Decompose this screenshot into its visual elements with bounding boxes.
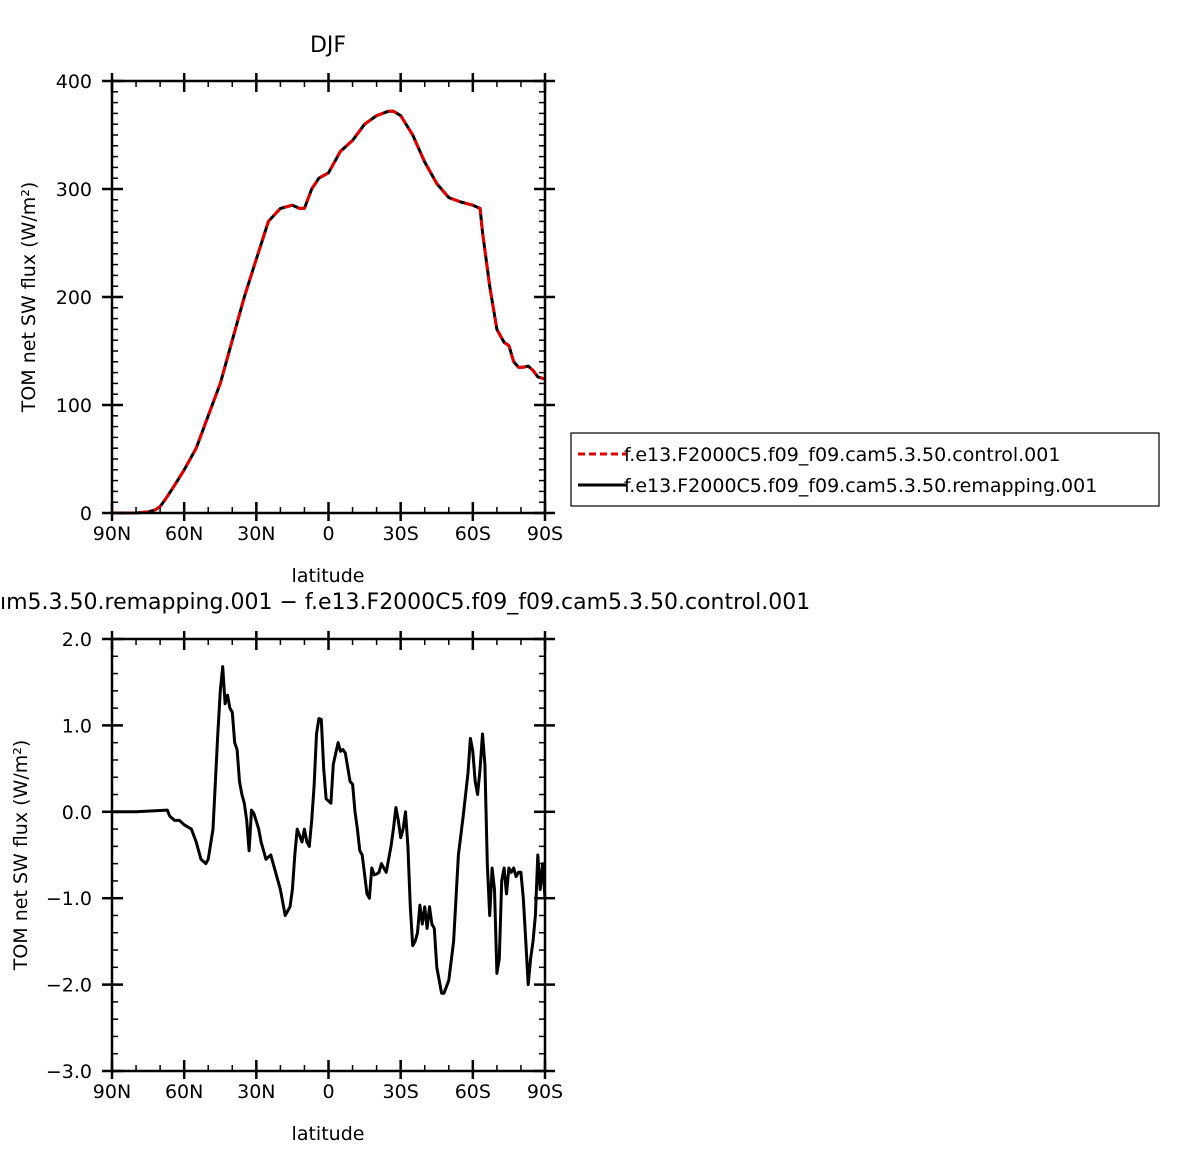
bottom-panel: ım5.3.50.remapping.001 − f.e13.F2000C5.f… (0, 590, 810, 1145)
legend-label-control: f.e13.F2000C5.f09_f09.cam5.3.50.control.… (624, 444, 1060, 466)
x-tick-label: 60N (165, 523, 203, 545)
bottom-axis-ticks: 90N 60N 30N 0 30S 60S 90S 2.0 1.0 0.0 −1.0 −2.0 −3.0 (46, 629, 563, 1103)
top-panel: DJF 90N 60N 30N 0 30S 60S 90S 0 100 200 300 400 lat… (18, 33, 563, 587)
x-tick-label: 90N (93, 523, 131, 545)
bottom-panel-title: ım5.3.50.remapping.001 − f.e13.F2000C5.f… (0, 590, 810, 615)
x-tick-label: 60N (165, 1081, 203, 1103)
bottom-series-lines (112, 665, 547, 995)
y-tick-label: 1.0 (62, 715, 92, 737)
legend-box (570, 432, 1160, 507)
x-tick-label: 60S (455, 1081, 491, 1103)
x-tick-label: 90S (527, 523, 563, 545)
top-axis-ticks: 90N 60N 30N 0 30S 60S 90S 0 100 200 300 400 (56, 71, 563, 545)
y-tick-label: 200 (56, 287, 92, 309)
bottom-plot-frame (110, 637, 547, 1073)
x-tick-label: 0 (322, 523, 334, 545)
top-panel-title: DJF (310, 33, 346, 58)
y-tick-label: 0.0 (62, 802, 92, 824)
x-tick-label: 30S (383, 523, 419, 545)
bottom-y-axis-label: TOM net SW flux (W/m²) (10, 740, 32, 972)
top-x-axis-label: latitude (292, 565, 365, 587)
y-tick-label: −1.0 (46, 888, 92, 910)
x-tick-label: 30S (383, 1081, 419, 1103)
legend: f.e13.F2000C5.f09_f09.cam5.3.50.control.… (570, 432, 1160, 507)
bottom-x-axis-label: latitude (292, 1123, 365, 1145)
y-tick-label: 300 (56, 179, 92, 201)
y-tick-label: −2.0 (46, 975, 92, 997)
x-tick-label: 30N (237, 1081, 275, 1103)
y-tick-label: 100 (56, 395, 92, 417)
top-plot-frame (110, 79, 547, 515)
y-tick-label: −3.0 (46, 1061, 92, 1083)
top-series-lines (112, 109, 546, 515)
y-tick-label: 0 (80, 503, 92, 525)
series-line-remapping (112, 109, 546, 515)
series-line-control (112, 109, 546, 515)
x-tick-label: 90N (93, 1081, 131, 1103)
y-tick-label: 2.0 (62, 629, 92, 651)
y-tick-label: 400 (56, 71, 92, 93)
x-tick-label: 30N (237, 523, 275, 545)
legend-label-remapping: f.e13.F2000C5.f09_f09.cam5.3.50.remappin… (624, 475, 1097, 497)
top-y-axis-label: TOM net SW flux (W/m²) (18, 182, 40, 414)
x-tick-label: 60S (455, 523, 491, 545)
x-tick-label: 90S (527, 1081, 563, 1103)
series-line-difference (112, 665, 547, 995)
x-tick-label: 0 (322, 1081, 334, 1103)
